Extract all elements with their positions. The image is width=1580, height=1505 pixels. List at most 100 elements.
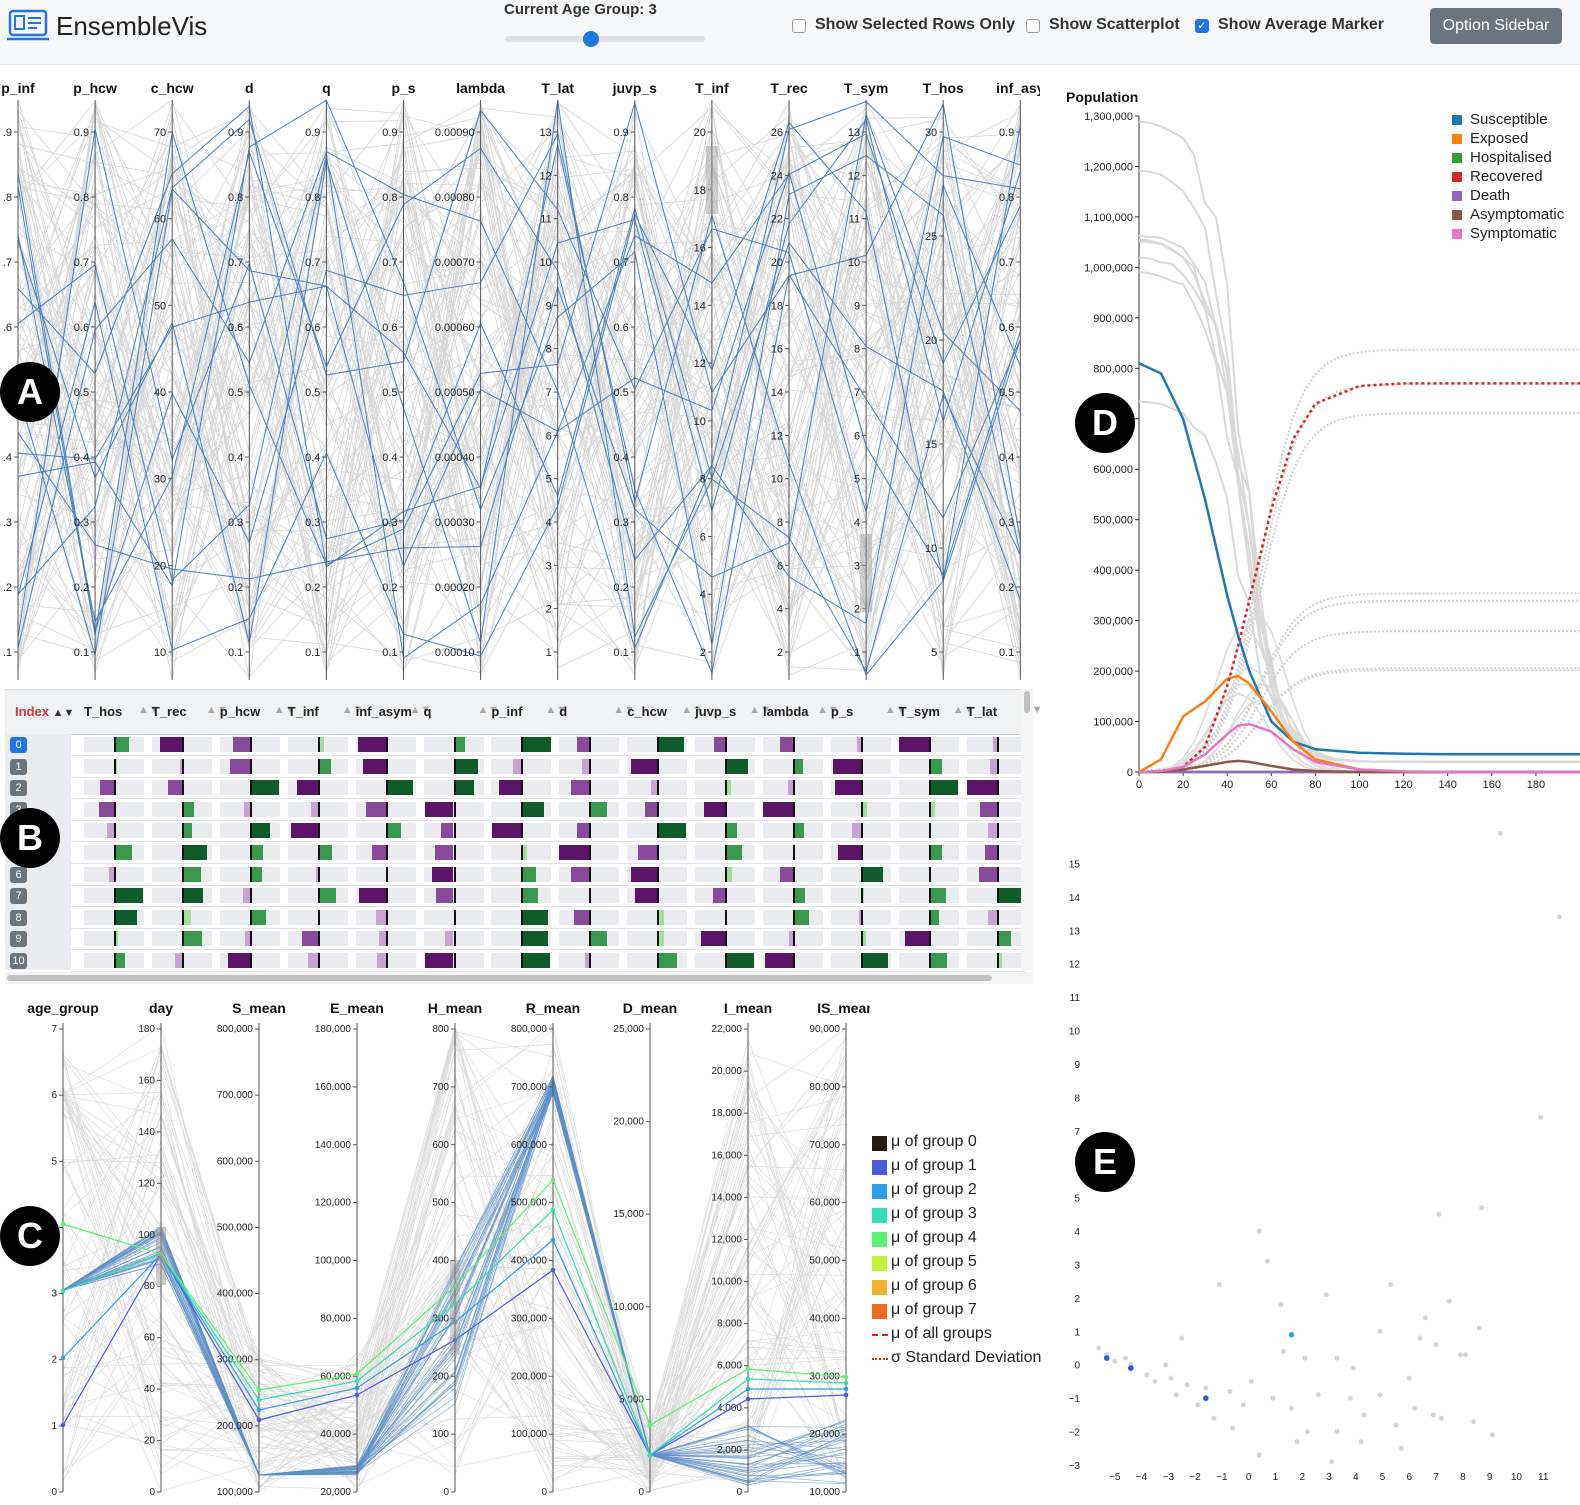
scatter-point[interactable]: [1302, 1355, 1308, 1361]
scatter-point[interactable]: [1305, 1429, 1311, 1435]
show-scatterplot-label[interactable]: Show Scatterplot: [1049, 16, 1180, 33]
scatter-point[interactable]: [1433, 1342, 1439, 1348]
scatter-point[interactable]: [1334, 1429, 1340, 1435]
scatter-point[interactable]: [1240, 1402, 1246, 1408]
scatter-point[interactable]: [1457, 1352, 1463, 1358]
sort-icon[interactable]: ▲▼: [52, 707, 75, 719]
scatter-point[interactable]: [1556, 914, 1562, 920]
scatter-point[interactable]: [1439, 1415, 1444, 1421]
column-header-c-hcw[interactable]: c_hcw ▲▼: [627, 704, 703, 719]
row-index-badge[interactable]: 10: [10, 953, 27, 969]
table-vertical-scrollbar[interactable]: [1021, 689, 1033, 971]
scatter-point[interactable]: [1479, 1205, 1485, 1211]
column-header-t-rec[interactable]: T_rec ▲▼: [152, 704, 228, 719]
brush-h-mean[interactable]: [450, 1260, 460, 1355]
scatter-point[interactable]: [1388, 1282, 1394, 1287]
sort-icon[interactable]: ▲▼: [205, 704, 228, 716]
column-header-p-s[interactable]: p_s ▲▼: [831, 704, 907, 719]
row-index-badge[interactable]: 7: [10, 888, 27, 905]
sort-icon[interactable]: ▲▼: [749, 704, 771, 716]
scatter-point[interactable]: [1361, 1412, 1367, 1418]
scatter-point[interactable]: [1123, 1355, 1128, 1361]
sort-icon[interactable]: ▲▼: [817, 704, 839, 716]
column-header-inf-asym[interactable]: inf_asym ▲▼: [356, 704, 432, 719]
scatter-point[interactable]: [1347, 1395, 1353, 1401]
scatter-point[interactable]: [1173, 1392, 1179, 1398]
scrollbar-thumb[interactable]: [7, 975, 992, 981]
age-group-slider-thumb[interactable]: [583, 31, 599, 47]
scatter-point[interactable]: [1289, 1405, 1294, 1411]
show-average-marker-label[interactable]: Show Average Marker: [1218, 16, 1384, 33]
scatter-point[interactable]: [1350, 1365, 1356, 1371]
sort-icon[interactable]: ▲▼: [273, 704, 296, 716]
scatter-point[interactable]: [1323, 1292, 1329, 1298]
scatter-point[interactable]: [1412, 1405, 1418, 1411]
scatter-point[interactable]: [1377, 1392, 1383, 1398]
scatter-point[interactable]: [1398, 1445, 1404, 1451]
scatter-point[interactable]: [1168, 1375, 1174, 1381]
sort-icon[interactable]: ▲▼: [138, 704, 160, 716]
scatter-point[interactable]: [1422, 1315, 1428, 1321]
scatter-point[interactable]: [1278, 1302, 1284, 1308]
scatter-point[interactable]: [1281, 1348, 1286, 1354]
row-index-badge[interactable]: 1: [10, 758, 27, 775]
scatter-point[interactable]: [1329, 1459, 1335, 1465]
scatter-point[interactable]: [1211, 1415, 1217, 1421]
scatter-point[interactable]: [1270, 1395, 1276, 1401]
column-header-p-inf[interactable]: p_inf ▲▼: [491, 704, 567, 719]
scatter-point-highlighted[interactable]: [1288, 1331, 1295, 1338]
scatter-point[interactable]: [1358, 1439, 1364, 1445]
scatter-point[interactable]: [1538, 1114, 1543, 1120]
scatter-point[interactable]: [1471, 1419, 1477, 1425]
column-header-juvp-s[interactable]: juvp_s ▲▼: [695, 704, 771, 719]
sort-icon[interactable]: ▲▼: [613, 704, 636, 716]
scatter-point[interactable]: [1256, 1228, 1262, 1234]
row-index-badge[interactable]: 0: [10, 737, 27, 753]
sort-icon[interactable]: ▲▼: [477, 704, 500, 716]
show-selected-rows-label[interactable]: Show Selected Rows Only: [815, 16, 1016, 33]
column-header-index[interactable]: Index ▲▼: [15, 704, 74, 719]
scatter-point[interactable]: [1230, 1425, 1236, 1431]
scatter-point[interactable]: [1334, 1355, 1340, 1361]
scatter-point[interactable]: [1248, 1378, 1254, 1384]
scatter-point[interactable]: [1096, 1345, 1102, 1351]
scatter-point[interactable]: [1377, 1328, 1383, 1334]
population-line-chart[interactable]: Population 1,300,000 1,200,000 1,100,000 1,0…: [1040, 82, 1580, 800]
column-header-t-inf[interactable]: T_inf ▲▼: [288, 704, 364, 719]
sort-icon[interactable]: ▲▼: [884, 704, 907, 716]
show-selected-rows-checkbox[interactable]: [792, 19, 806, 33]
scatter-point[interactable]: [1152, 1378, 1158, 1384]
scatter-point[interactable]: [1417, 1335, 1423, 1341]
scatter-point[interactable]: [1203, 1385, 1209, 1391]
scatter-point[interactable]: [1264, 1258, 1270, 1264]
row-index-badge[interactable]: 8: [10, 909, 27, 926]
parameter-parallel-coordinates[interactable]: p_inf.9.8.7.6.5.4.3.2.1p_hcw0.90.80.70.6…: [0, 66, 1040, 688]
row-index-badge[interactable]: 9: [10, 931, 27, 948]
column-header-q[interactable]: q ▲▼: [424, 704, 500, 719]
scatter-point-highlighted[interactable]: [1103, 1355, 1110, 1361]
scatter-point[interactable]: [1216, 1282, 1222, 1287]
scatter-point[interactable]: [1406, 1375, 1412, 1381]
scatter-point[interactable]: [1144, 1372, 1150, 1378]
brush-t-inf[interactable]: [705, 146, 718, 214]
scatter-point-highlighted[interactable]: [1128, 1365, 1134, 1371]
column-header-lambda[interactable]: lambda ▲▼: [763, 704, 839, 719]
column-header-t-lat[interactable]: T_lat▲▼: [967, 704, 1043, 719]
scatter-point[interactable]: [1184, 1382, 1190, 1388]
brush-t-sym[interactable]: [860, 534, 873, 612]
column-header-p-hcw[interactable]: p_hcw ▲▼: [220, 704, 296, 719]
scatter-point[interactable]: [1436, 1211, 1442, 1217]
sort-icon[interactable]: ▲▼: [341, 704, 364, 716]
option-sidebar-button[interactable]: Option Sidebar: [1430, 8, 1562, 44]
show-average-marker-checkbox[interactable]: ✓: [1195, 19, 1209, 33]
output-parallel-coordinates[interactable]: age_group76543210day18016014012010080604…: [0, 995, 870, 1500]
scrollbar-thumb[interactable]: [1024, 691, 1030, 713]
scatter-point[interactable]: [1430, 1412, 1436, 1418]
column-header-d[interactable]: d ▲▼: [559, 704, 635, 719]
scatter-point[interactable]: [1315, 1392, 1321, 1398]
scatter-point[interactable]: [1227, 1389, 1233, 1394]
row-index-badge[interactable]: 2: [10, 780, 27, 797]
sort-icon[interactable]: ▲▼: [681, 704, 703, 716]
scatter-point-highlighted[interactable]: [1203, 1395, 1209, 1401]
